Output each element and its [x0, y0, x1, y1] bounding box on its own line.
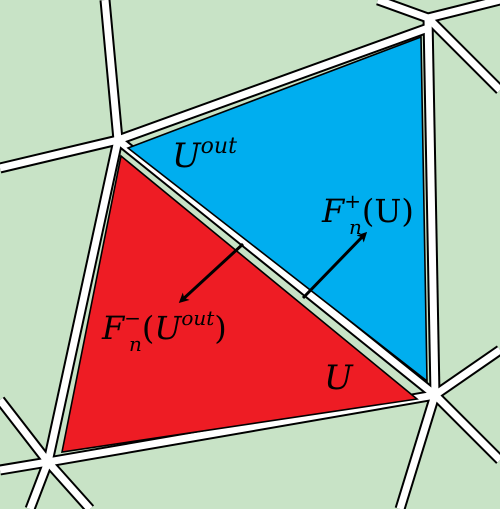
flux-minus-arrow — [178, 242, 245, 304]
outer-state-label: Uout — [172, 134, 237, 176]
inner-state-label: U — [324, 358, 354, 398]
inner-cell-triangle — [60, 154, 419, 453]
flux-minus-label: F− n(Uout) — [101, 306, 227, 356]
flux-plus-arrow — [301, 231, 368, 300]
flux-plus-label: F+ n(U) — [321, 189, 414, 239]
outer-cell-triangle — [126, 35, 428, 383]
